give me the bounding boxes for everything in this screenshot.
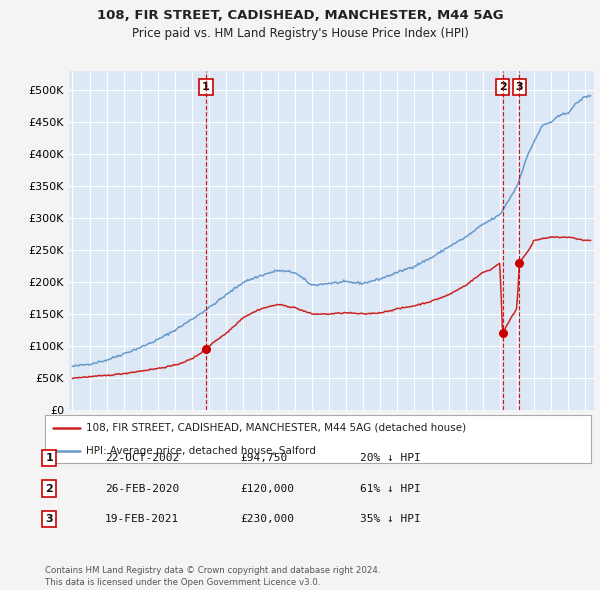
Text: 2: 2 [499,82,506,92]
Text: 26-FEB-2020: 26-FEB-2020 [105,484,179,493]
Text: 35% ↓ HPI: 35% ↓ HPI [360,514,421,524]
Text: 108, FIR STREET, CADISHEAD, MANCHESTER, M44 5AG: 108, FIR STREET, CADISHEAD, MANCHESTER, … [97,9,503,22]
Text: 1: 1 [46,453,53,463]
Text: 3: 3 [515,82,523,92]
Text: £230,000: £230,000 [240,514,294,524]
Text: HPI: Average price, detached house, Salford: HPI: Average price, detached house, Salf… [86,446,316,456]
Text: £120,000: £120,000 [240,484,294,493]
Text: 19-FEB-2021: 19-FEB-2021 [105,514,179,524]
Text: Contains HM Land Registry data © Crown copyright and database right 2024.
This d: Contains HM Land Registry data © Crown c… [45,566,380,587]
Text: 1: 1 [202,82,210,92]
Text: 2: 2 [46,484,53,493]
Text: 3: 3 [46,514,53,524]
Text: 22-OCT-2002: 22-OCT-2002 [105,453,179,463]
Text: 61% ↓ HPI: 61% ↓ HPI [360,484,421,493]
Text: Price paid vs. HM Land Registry's House Price Index (HPI): Price paid vs. HM Land Registry's House … [131,27,469,40]
Text: 20% ↓ HPI: 20% ↓ HPI [360,453,421,463]
Text: 108, FIR STREET, CADISHEAD, MANCHESTER, M44 5AG (detached house): 108, FIR STREET, CADISHEAD, MANCHESTER, … [86,423,466,433]
Text: £94,750: £94,750 [240,453,287,463]
